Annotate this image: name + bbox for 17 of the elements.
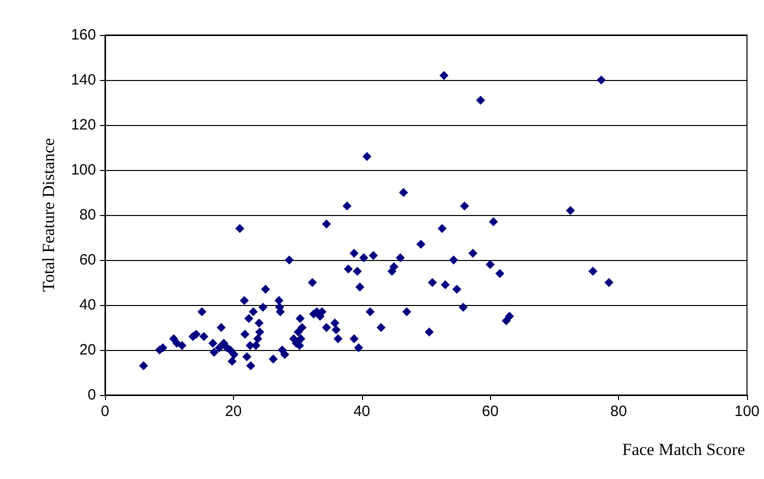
- y-tick-label: 100: [70, 162, 96, 178]
- y-tick-label: 120: [70, 116, 96, 134]
- x-tick-label: 0: [100, 403, 110, 420]
- y-tick-label: 160: [70, 26, 96, 44]
- x-tick-label: 60: [482, 403, 499, 420]
- x-tick-label: 40: [353, 403, 370, 420]
- y-tick-label: 40: [79, 296, 96, 314]
- y-tick-label: 20: [79, 342, 96, 358]
- y-tick-label: 140: [70, 72, 96, 88]
- x-tick-label: 80: [610, 403, 627, 420]
- y-tick-label: 60: [79, 252, 96, 268]
- y-tick-label: 0: [88, 386, 96, 404]
- x-tick-label: 20: [225, 403, 242, 420]
- y-tick-label: 80: [79, 206, 96, 224]
- y-axis-title: Total Feature Distance: [39, 138, 58, 292]
- x-tick-label: 100: [734, 403, 760, 420]
- x-axis-title: Face Match Score: [622, 440, 745, 459]
